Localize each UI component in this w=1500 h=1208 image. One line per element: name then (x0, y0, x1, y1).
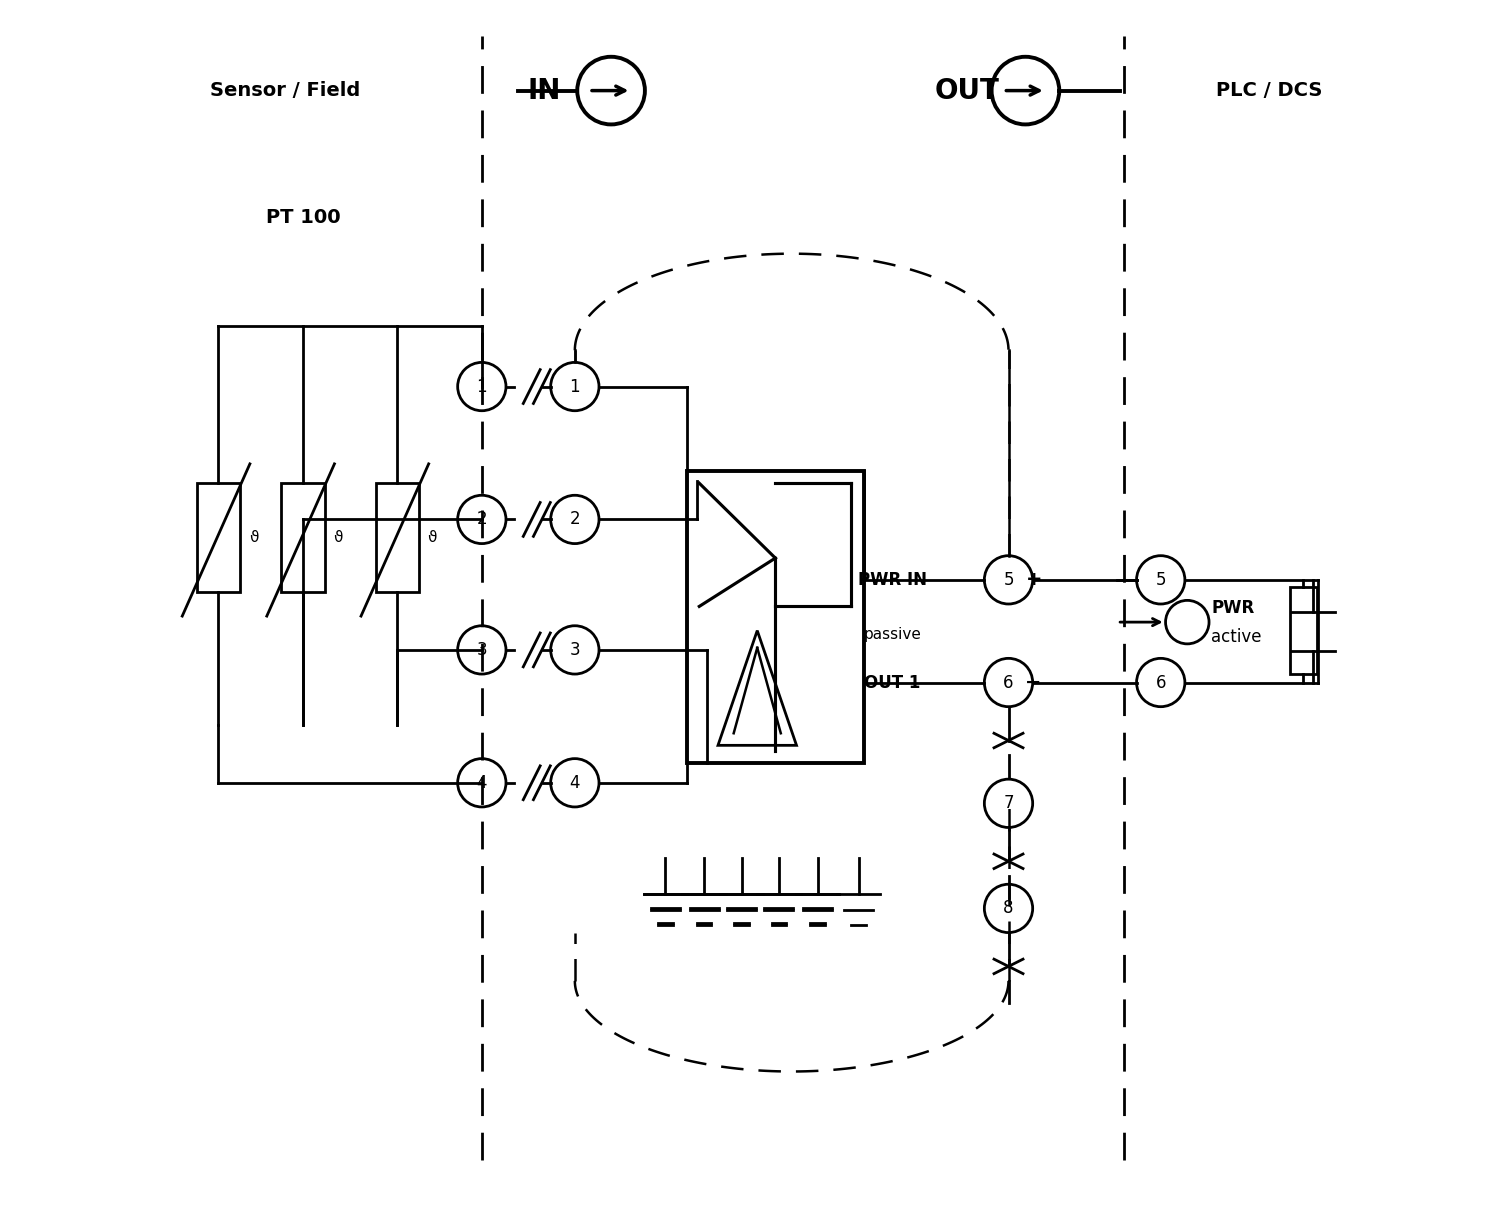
Text: −: − (1026, 673, 1042, 692)
Text: PWR: PWR (1212, 599, 1254, 616)
Text: 2: 2 (570, 511, 580, 528)
Text: 5: 5 (1004, 571, 1014, 588)
Text: OUT 1: OUT 1 (864, 674, 921, 691)
Text: 1: 1 (570, 378, 580, 395)
Text: +: + (1026, 570, 1042, 590)
Text: Sensor / Field: Sensor / Field (210, 81, 360, 100)
Text: active: active (1212, 628, 1261, 645)
Text: passive: passive (864, 627, 921, 641)
Text: 5: 5 (1155, 571, 1166, 588)
Text: PLC / DCS: PLC / DCS (1216, 81, 1323, 100)
Text: OUT: OUT (934, 76, 1000, 105)
Text: 4: 4 (570, 774, 580, 791)
Text: ϑ: ϑ (249, 530, 258, 545)
Text: PWR IN: PWR IN (858, 571, 927, 588)
Text: ϑ: ϑ (333, 530, 342, 545)
Text: 3: 3 (477, 641, 488, 658)
Text: 7: 7 (1004, 795, 1014, 812)
Text: 6: 6 (1004, 674, 1014, 691)
Bar (196, 483, 240, 592)
Text: ϑ: ϑ (427, 530, 436, 545)
Text: 8: 8 (1004, 900, 1014, 917)
Bar (687, 471, 864, 763)
Bar (375, 483, 419, 592)
Bar (1290, 587, 1317, 674)
Text: 4: 4 (477, 774, 488, 791)
Text: 3: 3 (570, 641, 580, 658)
Bar (282, 483, 326, 592)
Text: 6: 6 (1155, 674, 1166, 691)
Text: PT 100: PT 100 (266, 208, 340, 227)
Text: 1: 1 (477, 378, 488, 395)
Text: IN: IN (528, 76, 561, 105)
Text: 2: 2 (477, 511, 488, 528)
